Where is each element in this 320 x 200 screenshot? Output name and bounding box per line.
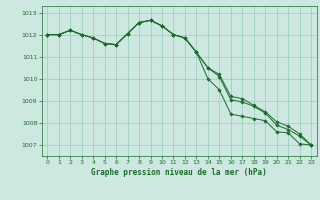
- X-axis label: Graphe pression niveau de la mer (hPa): Graphe pression niveau de la mer (hPa): [91, 168, 267, 177]
